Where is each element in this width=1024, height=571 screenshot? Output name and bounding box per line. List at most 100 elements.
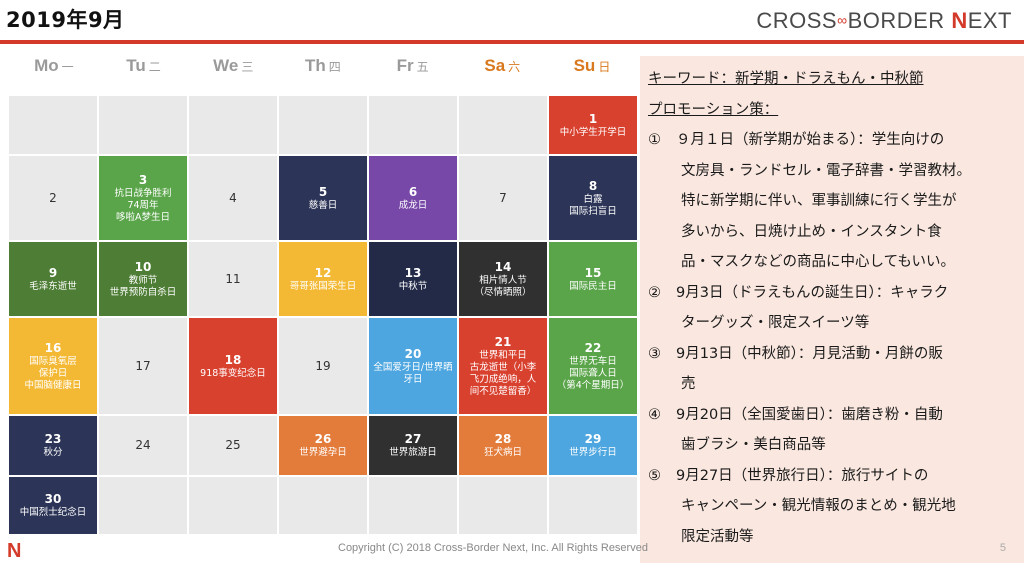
item-number: ② <box>648 284 661 301</box>
calendar-day-14: 14 相片情人节 （尽情晒照） <box>459 242 547 316</box>
day-number: 16 <box>44 340 62 355</box>
weekday-cjk: 一 <box>61 60 74 74</box>
calendar-day-3: 3 抗日战争胜利 74周年 哆啦A梦生日 <box>99 156 187 240</box>
day-number: 14 <box>494 259 512 274</box>
panel-heading: キーワード：新学期・ドラえもん・中秋節 <box>648 64 1018 95</box>
day-event: 毛泽东逝世 <box>29 280 77 292</box>
day-event: 抗日战争胜利 74周年 哆啦A梦生日 <box>114 187 172 223</box>
line-text: ９月１日（新学期が始まる）：学生向けの <box>676 132 945 148</box>
day-event: 世界步行日 <box>569 447 617 458</box>
header-rule <box>0 40 1024 44</box>
panel-line: 多いから、日焼け止め・インスタント食 <box>648 217 1018 248</box>
day-number: 11 <box>225 271 241 286</box>
day-event: 白露 国际扫盲日 <box>569 193 617 217</box>
calendar-day-16: 16 国际臭氧层 保护日 中国脑健康日 <box>9 318 97 414</box>
line-text: キーワード：新学期・ドラえもん・中秋節 <box>648 71 924 87</box>
day-number: 3 <box>138 172 148 187</box>
calendar-day-15: 15 国际民主日 <box>549 242 637 316</box>
calendar-empty-cell <box>459 477 547 534</box>
panel-line: ターグッズ・限定スイーツ等 <box>648 308 1018 339</box>
calendar-empty-cell <box>369 96 457 154</box>
line-text: 9月27日（世界旅行日）：旅行サイトの <box>676 467 929 484</box>
calendar-day-28: 28 狂犬病日 <box>459 416 547 475</box>
calendar-empty-cell <box>279 96 367 154</box>
weekday-label: Fr 五 <box>368 56 458 84</box>
brand-n-mark: N <box>951 8 968 33</box>
brand-text-ext: EXT <box>967 8 1012 33</box>
day-number: 15 <box>584 265 602 280</box>
item-number: ① <box>648 132 661 148</box>
day-event: 哥哥张国荣生日 <box>289 280 357 292</box>
day-event: 全国爱牙日/世界晒 牙日 <box>373 361 453 385</box>
weekday-label: Mo 一 <box>9 56 99 84</box>
day-number: 8 <box>588 178 598 193</box>
line-text: 限定活動等 <box>681 528 754 545</box>
panel-line: 売 <box>648 369 1018 400</box>
calendar-day-19: 19 <box>279 318 367 414</box>
day-event: 慈善日 <box>308 199 338 211</box>
day-number: 12 <box>314 265 332 280</box>
day-event: 世界无车日 国际聋人日 （第4个星期日） <box>556 355 630 391</box>
item-number: ③ <box>648 345 661 362</box>
calendar-day-12: 12 哥哥张国荣生日 <box>279 242 367 316</box>
line-text: 多いから、日焼け止め・インスタント食 <box>681 223 942 240</box>
calendar-day-29: 29 世界步行日 <box>549 416 637 475</box>
weekday-en: We <box>213 56 239 75</box>
line-text: ターグッズ・限定スイーツ等 <box>681 315 870 331</box>
calendar-day-10: 10 教师节 世界预防自杀日 <box>99 242 187 316</box>
calendar-day-30: 30 中国烈士纪念日 <box>9 477 97 534</box>
calendar-empty-cell <box>99 96 187 154</box>
day-number: 29 <box>584 432 602 446</box>
calendar-empty-cell <box>369 477 457 534</box>
weekday-cjk: 五 <box>416 60 429 74</box>
panel-line: ③ 9月13日（中秋節）：月見活動・月餅の販 <box>648 339 1018 370</box>
line-text: プロモーション策： <box>648 101 779 118</box>
day-number: 5 <box>318 184 328 199</box>
calendar-day-7: 7 <box>459 156 547 240</box>
calendar-day-26: 26 世界避孕日 <box>279 416 367 475</box>
weekday-label: Th 四 <box>278 56 368 84</box>
line-text: 品・マスクなどの商品に中心してもいい。 <box>681 254 956 270</box>
day-number: 7 <box>499 190 507 205</box>
day-number: 24 <box>135 438 151 452</box>
weekday-en: Th <box>305 56 326 75</box>
panel-line: ⑤ 9月27日（世界旅行日）：旅行サイトの <box>648 461 1018 492</box>
day-event: 秋分 <box>43 447 63 458</box>
weekday-cjk: 二 <box>148 60 161 74</box>
weekday-en: Tu <box>126 56 146 75</box>
brand-text-border: BORDER <box>847 8 952 33</box>
day-number: 27 <box>404 432 422 446</box>
page-number: 5 <box>999 542 1006 554</box>
panel-line: 限定活動等 <box>648 522 1018 553</box>
day-number: 20 <box>404 346 422 361</box>
brand-dash: ∞ <box>837 12 848 28</box>
day-number: 17 <box>135 358 151 373</box>
weekday-label: Sa 六 <box>457 56 547 84</box>
copyright-text: Copyright (C) 2018 Cross-Border Next, In… <box>338 542 648 554</box>
calendar-empty-cell <box>189 477 277 534</box>
panel-line: 文房具・ランドセル・電子辞書・学習教材。 <box>648 156 1018 187</box>
calendar-day-25: 25 <box>189 416 277 475</box>
calendar-day-27: 27 世界旅游日 <box>369 416 457 475</box>
calendar-empty-cell <box>549 477 637 534</box>
weekday-label: Tu 二 <box>99 56 189 84</box>
calendar-day-4: 4 <box>189 156 277 240</box>
day-event: 中小学生开学日 <box>559 126 627 138</box>
calendar-day-17: 17 <box>99 318 187 414</box>
panel-line: 歯ブラシ・美白商品等 <box>648 430 1018 461</box>
day-number: 6 <box>408 184 418 199</box>
day-number: 1 <box>588 111 598 126</box>
panel-line: 品・マスクなどの商品に中心してもいい。 <box>648 247 1018 278</box>
footer-logo: N <box>7 540 22 562</box>
day-event: 世界和平日 古龙逝世（小李 飞刀成绝响，人 间不见楚留香） <box>469 349 537 397</box>
day-number: 13 <box>404 265 422 280</box>
day-number: 22 <box>584 340 602 355</box>
line-text: 売 <box>681 376 696 392</box>
day-number: 25 <box>225 438 241 452</box>
weekday-cjk: 四 <box>328 60 341 74</box>
calendar-grid: 1 中小学生开学日 2 3 抗日战争胜利 74周年 哆啦A梦生日 4 5 慈善日 6 成龙日 7 8 白… <box>9 96 637 534</box>
panel-heading: プロモーション策： <box>648 95 1018 126</box>
day-event: 世界旅游日 <box>389 447 437 458</box>
calendar-empty-cell <box>189 96 277 154</box>
calendar-day-11: 11 <box>189 242 277 316</box>
